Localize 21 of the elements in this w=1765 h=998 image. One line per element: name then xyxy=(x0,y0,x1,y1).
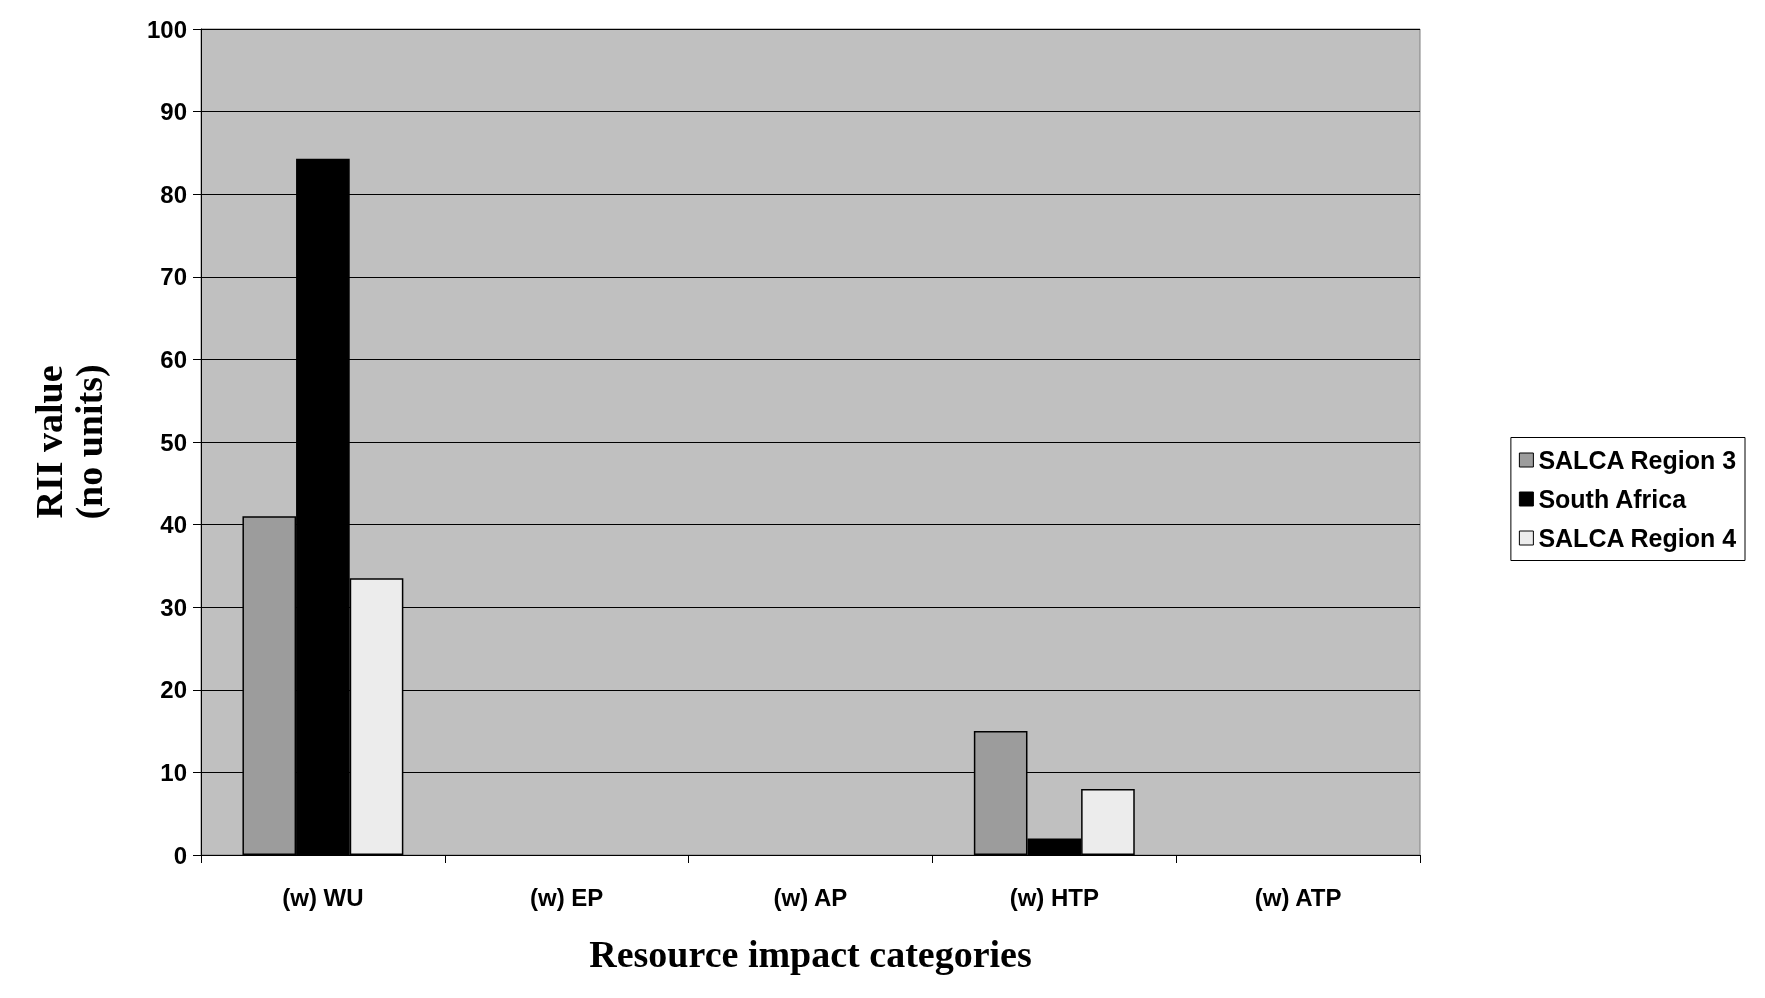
x-tick-label: (w) EP xyxy=(530,883,604,911)
y-tick-label: 50 xyxy=(160,428,187,456)
y-tick-label: 10 xyxy=(160,758,187,786)
x-tick-label: (w) ATP xyxy=(1254,883,1342,911)
y-tick-label: 100 xyxy=(146,15,187,43)
y-tick-label: 40 xyxy=(160,511,187,539)
y-tick-label: 0 xyxy=(173,841,187,869)
legend-label: SALCA Region 3 xyxy=(1538,446,1737,474)
y-tick-label: 90 xyxy=(160,98,187,126)
y-tick-label: 30 xyxy=(160,593,187,621)
legend-label: South Africa xyxy=(1538,485,1688,513)
y-axis-title: RII value (no units) xyxy=(28,364,111,520)
x-tick-label: (w) HTP xyxy=(1009,883,1099,911)
x-axis-title: Resource impact categories xyxy=(589,933,1032,975)
x-tick-label: (w) AP xyxy=(773,883,848,911)
y-tick-label: 20 xyxy=(160,676,187,704)
y-tick-label: 60 xyxy=(160,345,187,373)
y-tick-label: 70 xyxy=(160,263,187,291)
y-tick-label: 80 xyxy=(160,180,187,208)
x-tick-label: (w) WU xyxy=(282,883,364,911)
legend-label: SALCA Region 4 xyxy=(1538,524,1737,552)
